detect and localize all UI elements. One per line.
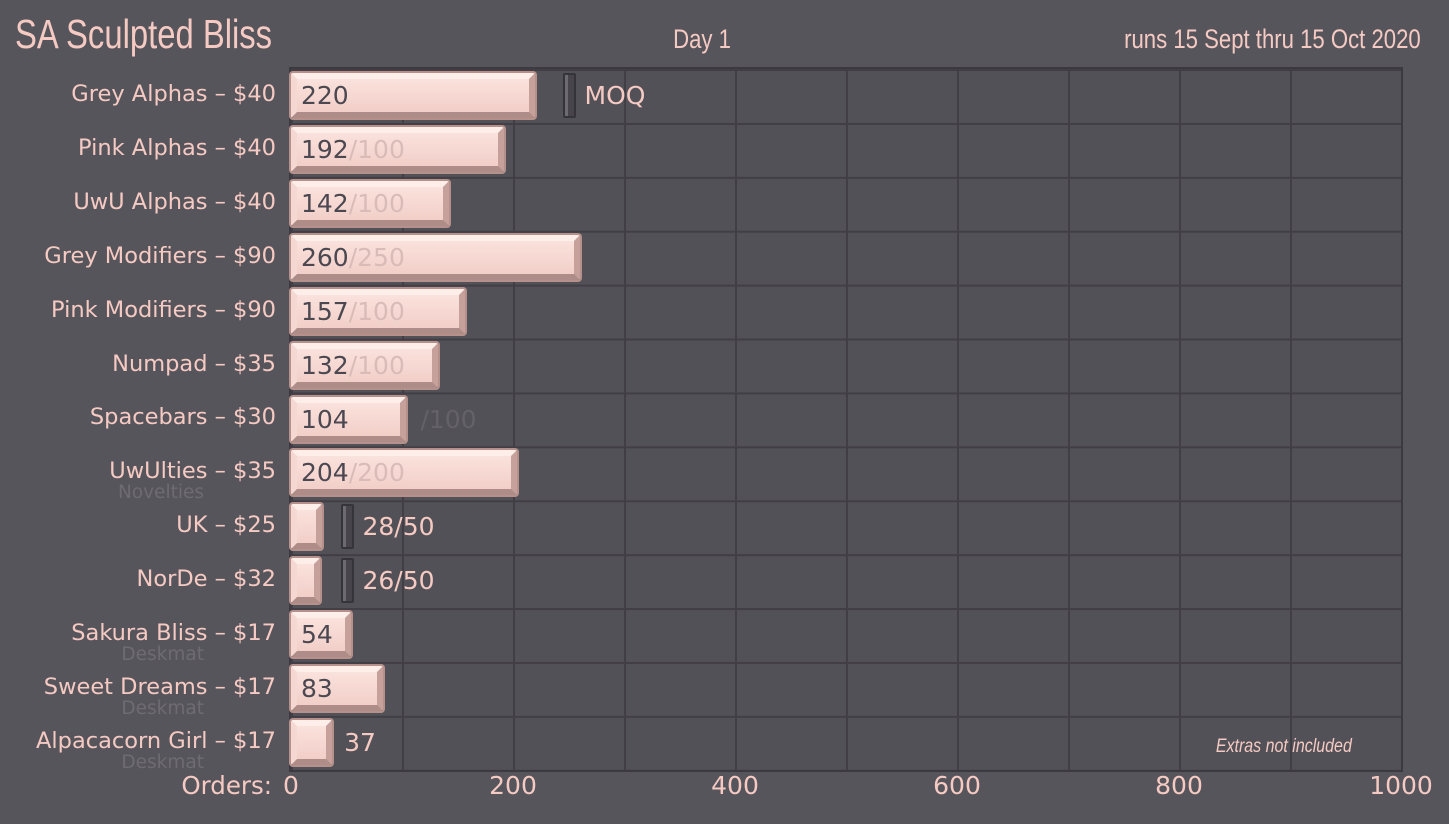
bar-value-text: 132/100 xyxy=(301,343,405,388)
row-sublabel: Novelties xyxy=(117,482,204,504)
row-label-cell: Spacebars – $30 xyxy=(0,391,276,445)
bar-value-fraction: 26/50 xyxy=(362,566,435,596)
row-sublabel: Deskmat xyxy=(121,644,204,666)
row-label-cell: Sakura Bliss – $17 Deskmat xyxy=(0,606,276,665)
bar-value-outside: 37 xyxy=(344,728,376,758)
moq-marker xyxy=(562,73,576,118)
row-label-cell: Alpacacorn Girl – $17 Deskmat xyxy=(0,714,276,773)
row-label-cell: Pink Alphas – $40 xyxy=(0,121,276,175)
row-label: Sakura Bliss – $17 xyxy=(71,620,276,647)
bar-value: 104 xyxy=(301,404,349,434)
row-label-cell: Grey Alphas – $40 xyxy=(0,67,276,121)
bar xyxy=(291,396,407,442)
row-label: Sweet Dreams – $17 xyxy=(43,674,276,701)
row-label-cell: Numpad – $35 xyxy=(0,337,276,391)
bar xyxy=(291,234,580,280)
bar xyxy=(291,666,384,712)
bar-value: 142 xyxy=(301,188,349,218)
bar-value-text: 204/200 xyxy=(301,450,405,495)
row-label: UK – $25 xyxy=(176,512,276,539)
bar xyxy=(291,180,449,226)
bar-goal: /100 xyxy=(348,296,405,326)
row-label-cell: NorDe – $32 xyxy=(0,552,276,606)
chart-title: SA Sculpted Bliss xyxy=(15,11,273,57)
x-tick-label: 600 xyxy=(933,771,981,800)
plot-area: MOQ 220 192/100 142/100 260/250 157/100 132/10… xyxy=(289,67,1403,772)
bar xyxy=(291,450,518,496)
moq-marker-label: MOQ xyxy=(584,81,646,110)
row-label-cell: Grey Modifiers – $90 xyxy=(0,229,276,283)
bar-value-text: 104 xyxy=(301,397,349,442)
bar-goal: /200 xyxy=(348,458,405,488)
bar-value: 157 xyxy=(301,296,349,326)
bar-value-text: 142/100 xyxy=(301,181,405,226)
bar-goal: /250 xyxy=(348,242,405,272)
bar-value: 83 xyxy=(301,674,333,704)
bar xyxy=(291,504,323,550)
row-label-cell: UwUlties – $35 Novelties xyxy=(0,444,276,503)
row-label: UwUlties – $35 xyxy=(109,458,276,485)
bar-value: 132 xyxy=(301,350,349,380)
bar-value-fraction: 28/50 xyxy=(362,512,435,542)
bar-value-text: 54 xyxy=(301,612,333,657)
row-sublabel: Deskmat xyxy=(121,698,204,720)
bar xyxy=(291,288,466,334)
bar-goal: /100 xyxy=(348,188,405,218)
row-label: Grey Modifiers – $90 xyxy=(44,242,276,269)
row-label: Pink Modifiers – $90 xyxy=(51,296,276,323)
chart-date-range: runs 15 Sept thru 15 Oct 2020 xyxy=(1124,24,1421,54)
bar-goal-outside: /100 xyxy=(420,404,477,434)
bar xyxy=(291,73,536,118)
moq-marker xyxy=(340,558,354,604)
row-label-cell: Pink Modifiers – $90 xyxy=(0,283,276,337)
bar xyxy=(291,612,351,658)
row-label: Alpacacorn Girl – $17 xyxy=(36,727,276,754)
chart-subtitle-day: Day 1 xyxy=(673,24,731,54)
bar xyxy=(291,720,333,766)
bar-value-text: 83 xyxy=(301,666,333,711)
x-axis-title: Orders: xyxy=(181,771,272,800)
row-label-cell: Sweet Dreams – $17 Deskmat xyxy=(0,660,276,719)
row-label: Spacebars – $30 xyxy=(89,404,276,431)
x-tick-label: 1000 xyxy=(1369,771,1433,800)
bar xyxy=(291,558,320,604)
bar-goal: /100 xyxy=(348,134,405,164)
bar-value: 192 xyxy=(301,134,349,164)
row-label-cell: UK – $25 xyxy=(0,498,276,552)
x-tick-label: 200 xyxy=(489,771,537,800)
row-sublabel: Deskmat xyxy=(121,752,204,774)
row-label-cell: UwU Alphas – $40 xyxy=(0,175,276,229)
row-label: Grey Alphas – $40 xyxy=(71,80,276,107)
row-label: UwU Alphas – $40 xyxy=(73,188,276,215)
bar-value: 54 xyxy=(301,620,333,650)
bar xyxy=(291,126,505,172)
bar-value-text: 220 xyxy=(301,73,349,118)
x-tick-label: 0 xyxy=(283,771,299,800)
x-tick-label: 800 xyxy=(1155,771,1203,800)
moq-marker xyxy=(340,504,354,550)
bar-goal: /100 xyxy=(348,350,405,380)
bar-value-text: 157/100 xyxy=(301,289,405,334)
bar-value-text: 260/250 xyxy=(301,235,405,280)
bar-value: 260 xyxy=(301,242,349,272)
row-label: Numpad – $35 xyxy=(112,350,276,377)
bar xyxy=(291,342,438,388)
x-tick-label: 400 xyxy=(711,771,759,800)
row-label: Pink Alphas – $40 xyxy=(78,134,276,161)
extras-note: Extras not included xyxy=(1215,735,1352,757)
bar-value: 204 xyxy=(301,458,349,488)
bar-value: 220 xyxy=(301,81,349,110)
row-label: NorDe – $32 xyxy=(136,566,276,593)
bar-value-text: 192/100 xyxy=(301,127,405,172)
